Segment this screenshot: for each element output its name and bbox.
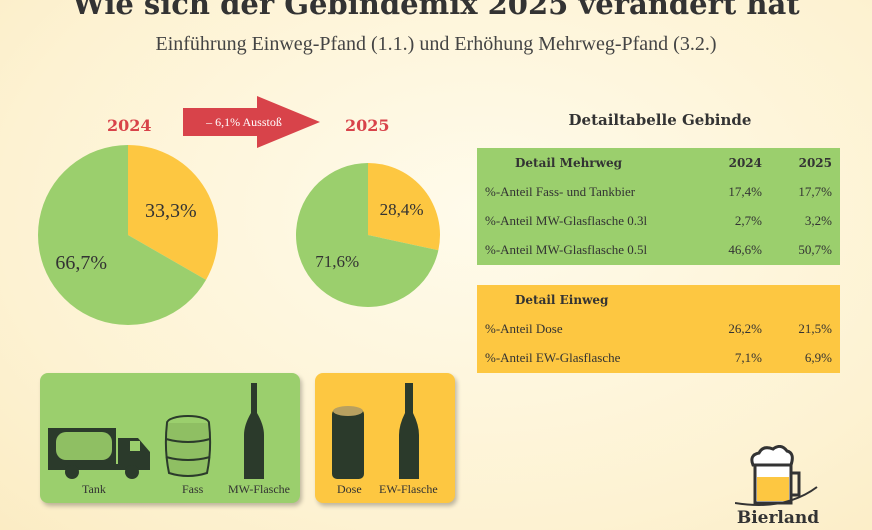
pie-2025: 28,4% 71,6% — [296, 163, 441, 307]
cell: 7,1% — [734, 349, 762, 365]
bottle-icon — [399, 383, 419, 479]
page-subtitle: Einführung Einweg-Pfand (1.1.) und Erhöh… — [155, 33, 717, 55]
table-row: %-Anteil Fass- und Tankbier 17,4% 17,7% — [477, 177, 840, 206]
pie-2024: 33,3% 66,7% — [38, 145, 218, 325]
page-title: Wie sich der Gebindemix 2025 verändert h… — [72, 0, 800, 21]
slice-label: 66,7% — [55, 252, 107, 274]
pie-slice — [38, 145, 207, 325]
header-cell: Detail Mehrweg — [515, 155, 622, 170]
table-header: Detail Mehrweg 2024 2025 — [477, 148, 840, 177]
bottle-icon — [244, 383, 264, 479]
bierland-logo — [735, 445, 818, 506]
cell: 26,2% — [728, 320, 762, 336]
mehrweg-icons-panel: Tank Fass MW-Flasche — [40, 373, 300, 503]
table-row: %-Anteil MW-Glasflasche 0.3l 2,7% 3,2% — [477, 206, 840, 235]
keg-icon — [164, 415, 212, 477]
cell: %-Anteil Fass- und Tankbier — [485, 183, 636, 199]
table-row: %-Anteil MW-Glasflasche 0.5l 46,6% 50,7% — [477, 235, 840, 264]
table-header: Detail Einweg — [477, 285, 840, 314]
header-cell: Detail Einweg — [515, 292, 609, 307]
pie-slice — [128, 145, 218, 280]
cell: %-Anteil MW-Glasflasche 0.3l — [485, 212, 648, 228]
table-row: %-Anteil Dose 26,2% 21,5% — [477, 314, 840, 343]
pie-slice — [368, 163, 441, 251]
slice-label: 33,3% — [145, 200, 197, 222]
icon-label: MW-Flasche — [228, 482, 290, 496]
pie-charts: 33,3% 66,7% 28,4% 71,6% — [38, 145, 441, 325]
table-row: %-Anteil EW-Glasflasche 7,1% 6,9% — [477, 343, 840, 372]
einweg-icons-panel: Dose EW-Flasche — [315, 373, 455, 503]
decline-label: – 6,1% Ausstoß — [206, 115, 282, 129]
icon-label: Tank — [82, 482, 106, 496]
cell: 17,7% — [798, 183, 832, 199]
cell: 17,4% — [728, 183, 762, 199]
pie-2025-title: 2025 — [345, 116, 390, 135]
cell: 6,9% — [804, 349, 832, 365]
table-mehrweg: Detail Mehrweg 2024 2025 %-Anteil Fass- … — [477, 148, 840, 265]
header-cell: 2024 — [728, 155, 762, 170]
cell: %-Anteil EW-Glasflasche — [485, 349, 621, 365]
table-einweg: Detail Einweg %-Anteil Dose 26,2% 21,5% %-… — [477, 285, 840, 373]
cell: 3,2% — [804, 212, 832, 228]
header-cell: 2025 — [798, 155, 832, 170]
pie-slice — [296, 163, 439, 307]
logo-text: Bierland — [736, 508, 820, 528]
detail-table-title: Detailtabelle Gebinde — [568, 111, 752, 129]
truck-icon — [48, 428, 150, 479]
pie-2024-title: 2024 — [107, 116, 152, 135]
cell: 2,7% — [734, 212, 762, 228]
icon-label: Fass — [182, 482, 204, 496]
icon-label: EW-Flasche — [379, 482, 438, 496]
decline-arrow — [183, 96, 320, 148]
slice-label: 71,6% — [315, 252, 359, 271]
cell: 46,6% — [728, 241, 762, 257]
slice-label: 28,4% — [380, 200, 424, 219]
cell: %-Anteil Dose — [485, 320, 563, 336]
icon-label: Dose — [337, 482, 362, 496]
cell: 21,5% — [798, 320, 832, 336]
cell: %-Anteil MW-Glasflasche 0.5l — [485, 241, 648, 257]
can-icon — [332, 406, 364, 479]
cell: 50,7% — [798, 241, 832, 257]
